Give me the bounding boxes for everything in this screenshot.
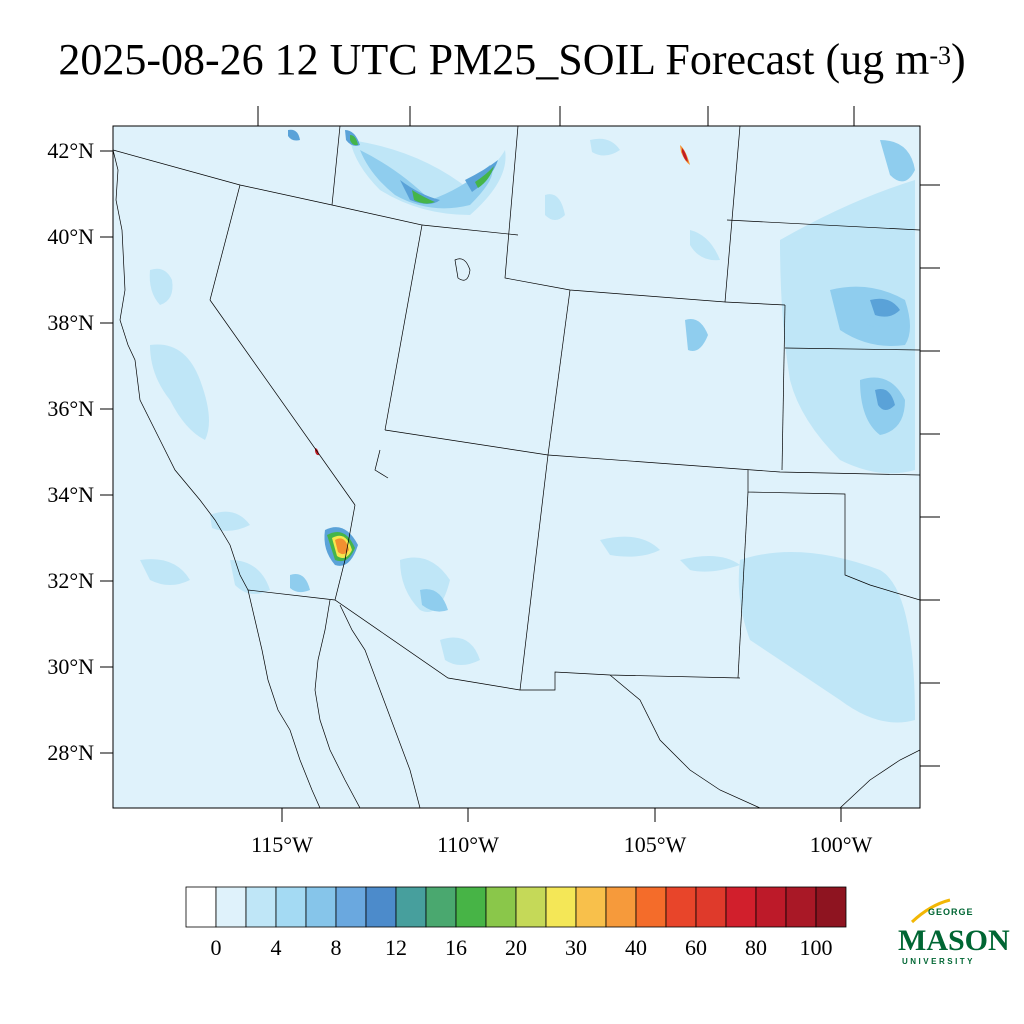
concentration-patch (870, 298, 900, 317)
colorbar-box (815, 886, 847, 928)
pm25-field (113, 126, 920, 808)
state-boundaries (113, 126, 920, 808)
map-title: 2025-08-26 12 UTC PM25_SOIL Forecast (ug… (58, 35, 966, 84)
colorbar-box (785, 886, 817, 928)
concentration-patch (335, 538, 349, 555)
lon-label: 110°W (437, 832, 499, 857)
right-ticks (920, 184, 940, 767)
concentration-patch (600, 536, 660, 557)
concentration-patch (360, 150, 493, 209)
concentration-patch (230, 560, 270, 594)
concentration-patch (682, 148, 688, 162)
colorbar-box (245, 886, 277, 928)
concentration-patch (738, 552, 915, 723)
left-ticks (100, 150, 113, 754)
colorbar-box (545, 886, 577, 928)
concentration-patch (590, 138, 620, 156)
lat-label: 34°N (47, 482, 94, 507)
concentration-patch (880, 140, 915, 182)
colorbar-box (275, 886, 307, 928)
concentration-patch (545, 194, 565, 220)
concentration-patch (290, 574, 310, 593)
concentration-patch (150, 344, 209, 440)
lon-label: 100°W (809, 832, 873, 857)
colorbar-box (695, 886, 727, 928)
colorbar-tick-label: 8 (330, 935, 342, 960)
concentration-patch (860, 309, 890, 327)
concentration-patch (412, 190, 435, 204)
colorbar-tick-label: 12 (385, 935, 407, 960)
lat-label: 42°N (47, 138, 94, 163)
lat-label: 28°N (47, 740, 94, 765)
svg-text:UNIVERSITY: UNIVERSITY (902, 957, 975, 966)
lat-label: 36°N (47, 396, 94, 421)
colorbar-tick-label: 60 (685, 935, 707, 960)
concentration-patch (140, 559, 190, 585)
colorbar-box (185, 886, 217, 928)
colorbar-tick-label: 80 (745, 935, 767, 960)
concentration-patch (440, 637, 480, 665)
colorbar-tick-label: 0 (210, 935, 222, 960)
gmu-logo: GEORGE MASON UNIVERSITY (898, 898, 1010, 966)
map-plot-area (113, 126, 920, 808)
concentration-patch (690, 230, 720, 261)
concentration-light (140, 138, 915, 723)
colorbar-tick-label: 20 (505, 935, 527, 960)
colorbar (185, 886, 847, 928)
colorbar-box (455, 886, 487, 928)
concentration-patch (465, 160, 498, 192)
svg-text:MASON: MASON (898, 924, 1010, 957)
concentration-patch (400, 180, 440, 204)
colorbar-box (575, 886, 607, 928)
colorbar-box (395, 886, 427, 928)
concentration-patch (350, 135, 358, 146)
lat-label: 32°N (47, 568, 94, 593)
colorbar-box (335, 886, 367, 928)
concentration-patch (420, 589, 448, 612)
lat-label: 30°N (47, 654, 94, 679)
colorbar-box (605, 886, 637, 928)
lat-label: 40°N (47, 224, 94, 249)
colorbar-tick-label: 4 (270, 935, 282, 960)
colorbar-tick-label: 16 (445, 935, 467, 960)
concentration-patch (685, 319, 708, 351)
colorbar-box (485, 886, 517, 928)
colorbar-box (635, 886, 667, 928)
svg-text:GEORGE: GEORGE (928, 907, 974, 917)
concentration-patch (288, 129, 300, 141)
colorbar-box (305, 886, 337, 928)
colorbar-box (365, 886, 397, 928)
colorbar-box (215, 886, 247, 928)
concentration-patch (475, 166, 494, 188)
colorbar-tick-label: 100 (799, 935, 833, 960)
concentration-patch (149, 268, 173, 305)
top-ticks (257, 106, 855, 126)
concentration-patch (210, 511, 250, 531)
colorbar-box (755, 886, 787, 928)
lon-label: 105°W (623, 832, 687, 857)
bottom-ticks (281, 808, 842, 822)
concentration-patch (875, 389, 895, 410)
colorbar-tick-label: 40 (625, 935, 647, 960)
concentration-patch (680, 556, 740, 572)
colorbar-box (665, 886, 697, 928)
concentration-patch (820, 657, 870, 694)
colorbar-tick-label: 30 (565, 935, 587, 960)
colorbar-box (725, 886, 757, 928)
lat-label: 38°N (47, 310, 94, 335)
lon-label: 115°W (251, 832, 313, 857)
map-frame (112, 125, 921, 809)
colorbar-box (515, 886, 547, 928)
colorbar-box (425, 886, 457, 928)
